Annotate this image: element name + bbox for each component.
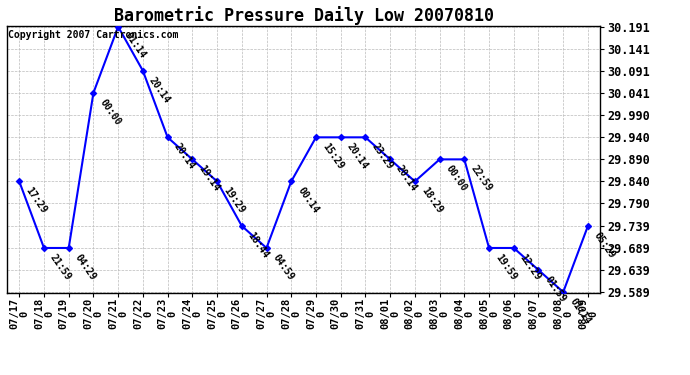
Text: Copyright 2007 Cartronics.com: Copyright 2007 Cartronics.com [8, 30, 179, 40]
Text: 20:14: 20:14 [394, 164, 420, 194]
Text: 23:29: 23:29 [370, 141, 395, 171]
Text: 15:29: 15:29 [320, 141, 345, 171]
Text: 20:14: 20:14 [147, 75, 172, 105]
Text: 21:59: 21:59 [48, 252, 73, 282]
Title: Barometric Pressure Daily Low 20070810: Barometric Pressure Daily Low 20070810 [114, 6, 493, 25]
Text: 19:59: 19:59 [493, 252, 518, 282]
Text: 20:14: 20:14 [172, 141, 197, 171]
Text: 19:14: 19:14 [197, 164, 221, 194]
Text: 01:14: 01:14 [567, 296, 593, 326]
Text: 00:14: 00:14 [295, 186, 320, 215]
Text: 18:29: 18:29 [419, 186, 444, 215]
Text: 01:14: 01:14 [122, 31, 148, 61]
Text: 19:29: 19:29 [221, 186, 246, 215]
Text: 00:00: 00:00 [444, 164, 469, 194]
Text: 22:59: 22:59 [469, 164, 493, 194]
Text: 04:59: 04:59 [270, 252, 296, 282]
Text: 01:59: 01:59 [542, 274, 568, 304]
Text: 17:29: 17:29 [23, 186, 48, 215]
Text: 12:29: 12:29 [518, 252, 543, 282]
Text: 04:29: 04:29 [73, 252, 98, 282]
Text: 18:44: 18:44 [246, 230, 271, 260]
Text: 05:29: 05:29 [592, 230, 617, 260]
Text: 20:14: 20:14 [345, 141, 370, 171]
Text: 00:00: 00:00 [97, 97, 123, 127]
